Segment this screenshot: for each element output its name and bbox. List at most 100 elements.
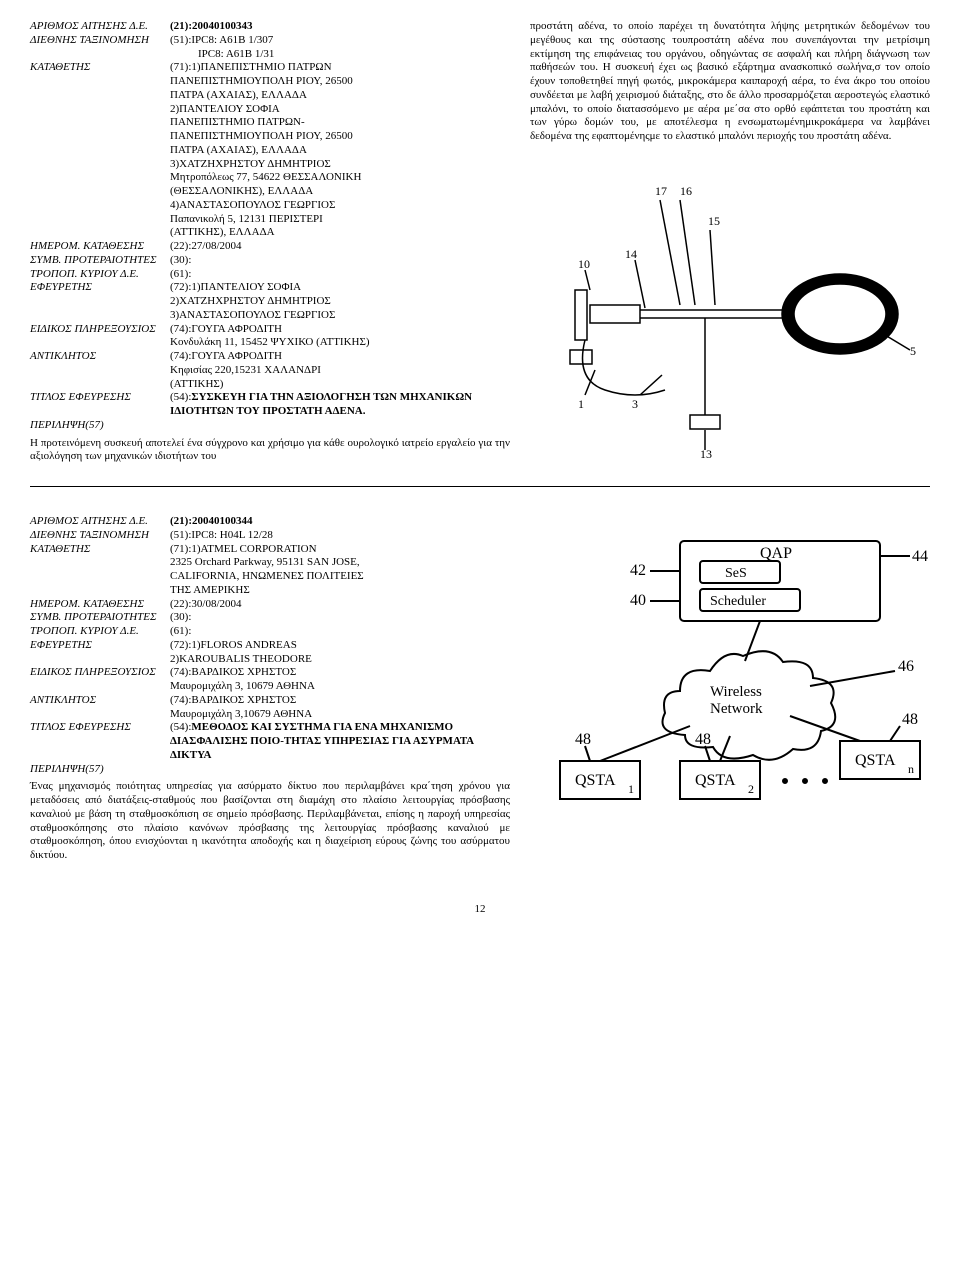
field-value-line: (30): bbox=[170, 254, 510, 268]
patent-record: ΑΡΙΘΜΟΣ ΑΙΤΗΣΗΣ Δ.Ε. (21):20040100343 ΔΙ… bbox=[30, 20, 930, 464]
field-value: (54):ΜΕΘΟΔΟΣ ΚΑΙ ΣΥΣΤΗΜΑ ΓΙΑ ΕΝΑ ΜΗΧΑΝΙΣ… bbox=[170, 721, 473, 761]
field-value-line: (72):1)ΠΑΝΤΕΛΙΟΥ ΣΟΦΙΑ bbox=[170, 281, 510, 295]
svg-text:44: 44 bbox=[912, 548, 928, 565]
field-value-line: CALIFORNIA, ΗΝΩΜΕΝΕΣ ΠΟΛΙΤΕΙΕΣ bbox=[170, 570, 510, 584]
field-value-line: (22):30/08/2004 bbox=[170, 598, 510, 612]
field-value-line: (74):ΒΑΡΔΙΚΟΣ ΧΡΗΣΤΟΣ bbox=[170, 666, 510, 680]
abstract-label: ΠΕΡΙΛΗΨΗ(57) bbox=[30, 763, 170, 777]
field-label: ΑΡΙΘΜΟΣ ΑΙΤΗΣΗΣ Δ.Ε. bbox=[30, 20, 170, 34]
field-value-line: (ΑΤΤΙΚΗΣ), ΕΛΛΑΔΑ bbox=[170, 226, 510, 240]
field-label: ΗΜΕΡΟΜ. ΚΑΤΑΘΕΣΗΣ bbox=[30, 598, 170, 612]
field-value-line: ΠΑΝΕΠΙΣΤΗΜΙΟΥΠΟΛΗ ΡΙΟΥ, 26500 bbox=[170, 130, 510, 144]
field-label: ΕΙΔΙΚΟΣ ΠΛΗΡΕΞΟΥΣΙΟΣ bbox=[30, 323, 170, 337]
field-value-line: Κονδυλάκη 11, 15452 ΨΥΧΙΚΟ (ΑΤΤΙΚΗΣ) bbox=[170, 336, 510, 350]
field-row: ΤΡΟΠΟΠ. ΚΥΡΙΟΥ Δ.Ε. (61): bbox=[30, 268, 510, 282]
field-value-line: (71):1)ΠΑΝΕΠΙΣΤΗΜΙΟ ΠΑΤΡΩΝ bbox=[170, 61, 510, 75]
svg-text:1: 1 bbox=[578, 397, 584, 411]
field-value: (21):20040100343 bbox=[170, 20, 253, 32]
field-row: ΕΦΕΥΡΕΤΗΣ (72):1)FLOROS ANDREAS2)KAROUBA… bbox=[30, 639, 510, 667]
field-row: ΤΙΤΛΟΣ ΕΦΕΥΡΕΣΗΣ (54):ΣΥΣΚΕΥΗ ΓΙΑ ΤΗΝ ΑΞ… bbox=[30, 391, 510, 419]
svg-text:48: 48 bbox=[575, 731, 591, 748]
field-label: ΗΜΕΡΟΜ. ΚΑΤΑΘΕΣΗΣ bbox=[30, 240, 170, 254]
svg-text:Scheduler: Scheduler bbox=[710, 594, 766, 609]
field-value-line: (74):ΒΑΡΔΙΚΟΣ ΧΡΗΣΤΟΣ bbox=[170, 694, 510, 708]
svg-text:QAP: QAP bbox=[760, 545, 792, 562]
field-label: ΔΙΕΘΝΗΣ ΤΑΞΙΝΟΜΗΣΗ bbox=[30, 529, 170, 543]
field-value-line: ΠΑΤΡΑ (ΑΧΑΙΑΣ), ΕΛΛΑΔΑ bbox=[170, 144, 510, 158]
field-value-line: (71):1)ATMEL CORPORATION bbox=[170, 543, 510, 557]
field-value-line: (ΑΤΤΙΚΗΣ) bbox=[170, 378, 510, 392]
field-row: ΚΑΤΑΘΕΤΗΣ (71):1)ATMEL CORPORATION2325 O… bbox=[30, 543, 510, 598]
field-row: ΗΜΕΡΟΜ. ΚΑΤΑΘΕΣΗΣ (22):27/08/2004 bbox=[30, 240, 510, 254]
field-label: ΤΙΤΛΟΣ ΕΦΕΥΡΕΣΗΣ bbox=[30, 391, 170, 405]
field-value-line: (72):1)FLOROS ANDREAS bbox=[170, 639, 510, 653]
field-label: ΔΙΕΘΝΗΣ ΤΑΞΙΝΟΜΗΣΗ bbox=[30, 34, 170, 48]
field-value: (21):20040100344 bbox=[170, 515, 253, 527]
field-value-line: ΠΑΤΡΑ (ΑΧΑΙΑΣ), ΕΛΛΑΔΑ bbox=[170, 89, 510, 103]
svg-text:42: 42 bbox=[630, 562, 646, 579]
field-row: ΤΙΤΛΟΣ ΕΦΕΥΡΕΣΗΣ (54):ΜΕΘΟΔΟΣ ΚΑΙ ΣΥΣΤΗΜ… bbox=[30, 721, 510, 762]
record-separator bbox=[30, 486, 930, 487]
field-row: ΕΙΔΙΚΟΣ ΠΛΗΡΕΞΟΥΣΙΟΣ (74):ΒΑΡΔΙΚΟΣ ΧΡΗΣΤ… bbox=[30, 666, 510, 694]
field-label: ΕΦΕΥΡΕΤΗΣ bbox=[30, 281, 170, 295]
field-value-line: (22):27/08/2004 bbox=[170, 240, 510, 254]
field-value-line: (51):IPC8: A61B 1/307 bbox=[170, 34, 510, 48]
field-value-line: ΠΑΝΕΠΙΣΤΗΜΙΟΥΠΟΛΗ ΡΙΟΥ, 26500 bbox=[170, 75, 510, 89]
field-label: ΚΑΤΑΘΕΤΗΣ bbox=[30, 61, 170, 75]
svg-text:Wireless: Wireless bbox=[710, 684, 762, 700]
field-value: (54):ΣΥΣΚΕΥΗ ΓΙΑ ΤΗΝ ΑΞΙΟΛΟΓΗΣΗ ΤΩΝ ΜΗΧΑ… bbox=[170, 391, 472, 417]
field-row: ΗΜΕΡΟΜ. ΚΑΤΑΘΕΣΗΣ (22):30/08/2004 bbox=[30, 598, 510, 612]
svg-text:40: 40 bbox=[630, 592, 646, 609]
figure-probe: 17 16 15 14 10 5 3 1 13 bbox=[540, 160, 920, 460]
field-row: ΤΡΟΠΟΠ. ΚΥΡΙΟΥ Δ.Ε. (61): bbox=[30, 625, 510, 639]
svg-text:n: n bbox=[908, 762, 914, 776]
abstract-label: ΠΕΡΙΛΗΨΗ(57) bbox=[30, 419, 170, 433]
field-value-line: (ΘΕΣΣΑΛΟΝΙΚΗΣ), ΕΛΛΑΔΑ bbox=[170, 185, 510, 199]
field-row: ΑΡΙΘΜΟΣ ΑΙΤΗΣΗΣ Δ.Ε. (21):20040100344 bbox=[30, 515, 510, 529]
field-value-line: IPC8: A61B 1/31 bbox=[170, 48, 510, 62]
field-value-line: (74):ΓΟΥΓΑ ΑΦΡΟΔΙΤΗ bbox=[170, 323, 510, 337]
figure-network: QAP SeS Scheduler Wireless Network QSTA1… bbox=[530, 531, 930, 811]
svg-text:15: 15 bbox=[708, 214, 720, 228]
field-value-line: Κηφισίας 220,15231 ΧΑΛΑΝΔΡΙ bbox=[170, 364, 510, 378]
svg-text:16: 16 bbox=[680, 184, 692, 198]
field-label: ΤΙΤΛΟΣ ΕΦΕΥΡΕΣΗΣ bbox=[30, 721, 170, 735]
field-value-line: 2)KAROUBALIS THEODORE bbox=[170, 653, 510, 667]
field-value-line: 2)ΧΑΤΖΗΧΡΗΣΤΟΥ ΔΗΜΗΤΡΙΟΣ bbox=[170, 295, 510, 309]
svg-text:SeS: SeS bbox=[725, 566, 747, 581]
field-value-line: (61): bbox=[170, 268, 510, 282]
field-value-line: 4)ΑΝΑΣΤΑΣΟΠΟΥΛΟΣ ΓΕΩΡΓΙΟΣ bbox=[170, 199, 510, 213]
svg-text:3: 3 bbox=[632, 397, 638, 411]
svg-text:48: 48 bbox=[695, 731, 711, 748]
field-label: ΑΡΙΘΜΟΣ ΑΙΤΗΣΗΣ Δ.Ε. bbox=[30, 515, 170, 529]
field-row: ΣΥΜΒ. ΠΡΟΤΕΡΑΙΟΤΗΤΕΣ (30): bbox=[30, 254, 510, 268]
svg-text:10: 10 bbox=[578, 257, 590, 271]
svg-text:13: 13 bbox=[700, 447, 712, 460]
field-row: ΔΙΕΘΝΗΣ ΤΑΞΙΝΟΜΗΣΗ (51):IPC8: A61B 1/307… bbox=[30, 34, 510, 62]
field-row: ΚΑΤΑΘΕΤΗΣ (71):1)ΠΑΝΕΠΙΣΤΗΜΙΟ ΠΑΤΡΩΝΠΑΝΕ… bbox=[30, 61, 510, 240]
field-label: ΑΝΤΙΚΛΗΤΟΣ bbox=[30, 350, 170, 364]
field-value-line: 3)ΧΑΤΖΗΧΡΗΣΤΟΥ ΔΗΜΗΤΡΙΟΣ bbox=[170, 158, 510, 172]
svg-text:QSTA: QSTA bbox=[695, 772, 736, 789]
abstract-left: Η προτεινόμενη συσκευή αποτελεί ένα σύγχ… bbox=[30, 437, 510, 465]
field-value-line: Μαυρομιχάλη 3,10679 ΑΘΗΝΑ bbox=[170, 708, 510, 722]
field-label: ΣΥΜΒ. ΠΡΟΤΕΡΑΙΟΤΗΤΕΣ bbox=[30, 254, 170, 268]
svg-text:1: 1 bbox=[628, 782, 634, 796]
field-row: ΣΥΜΒ. ΠΡΟΤΕΡΑΙΟΤΗΤΕΣ (30): bbox=[30, 611, 510, 625]
svg-text:QSTA: QSTA bbox=[855, 752, 896, 769]
svg-text:14: 14 bbox=[625, 247, 637, 261]
field-value-line: (61): bbox=[170, 625, 510, 639]
field-row: ΕΦΕΥΡΕΤΗΣ (72):1)ΠΑΝΤΕΛΙΟΥ ΣΟΦΙΑ2)ΧΑΤΖΗΧ… bbox=[30, 281, 510, 322]
field-value-line: Παπανικολή 5, 12131 ΠΕΡΙΣΤΕΡΙ bbox=[170, 213, 510, 227]
field-label: ΚΑΤΑΘΕΤΗΣ bbox=[30, 543, 170, 557]
svg-text:17: 17 bbox=[655, 184, 667, 198]
patent-record: ΑΡΙΘΜΟΣ ΑΙΤΗΣΗΣ Δ.Ε. (21):20040100344 ΔΙ… bbox=[30, 515, 930, 863]
field-label: ΕΦΕΥΡΕΤΗΣ bbox=[30, 639, 170, 653]
field-value-line: (74):ΓΟΥΓΑ ΑΦΡΟΔΙΤΗ bbox=[170, 350, 510, 364]
svg-text:48: 48 bbox=[902, 711, 918, 728]
field-label: ΤΡΟΠΟΠ. ΚΥΡΙΟΥ Δ.Ε. bbox=[30, 625, 170, 639]
figure-wrap: QAP SeS Scheduler Wireless Network QSTA1… bbox=[530, 531, 930, 814]
field-value-line: ΤΗΣ ΑΜΕΡΙΚΗΣ bbox=[170, 584, 510, 598]
field-value-line: Μητροπόλεως 77, 54622 ΘΕΣΣΑΛΟΝΙΚΗ bbox=[170, 171, 510, 185]
svg-text:2: 2 bbox=[748, 782, 754, 796]
